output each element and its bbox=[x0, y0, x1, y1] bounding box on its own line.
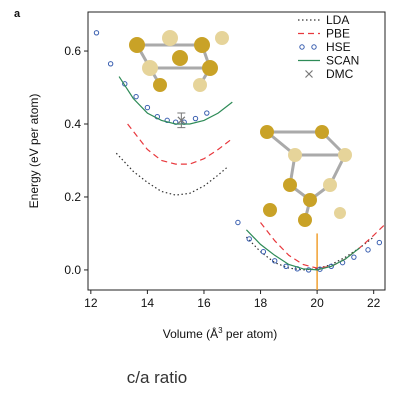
legend-label: DMC bbox=[326, 67, 354, 81]
x-label-text: per atom) bbox=[223, 327, 278, 341]
data-point bbox=[145, 105, 149, 109]
legend-label: PBE bbox=[326, 27, 350, 41]
data-point bbox=[377, 240, 381, 244]
panel-label: a bbox=[14, 8, 21, 20]
x-tick-label: 18 bbox=[254, 296, 268, 310]
data-point bbox=[366, 248, 370, 252]
series-line bbox=[119, 77, 359, 270]
crystal-right bbox=[260, 125, 352, 227]
page: {"chart_data": {"type": "line", "panel_l… bbox=[0, 0, 399, 389]
legend-label: LDA bbox=[326, 13, 349, 27]
data-point bbox=[272, 259, 276, 263]
x-axis-label: Volume (Å3 per atom) bbox=[163, 326, 278, 341]
legend-swatch bbox=[306, 71, 313, 78]
data-point bbox=[261, 249, 265, 253]
legend-label: SCAN bbox=[326, 54, 359, 68]
data-point bbox=[108, 62, 112, 66]
y-tick-label: 0.0 bbox=[64, 263, 81, 277]
y-tick-label: 0.6 bbox=[64, 44, 81, 58]
x-tick-label: 12 bbox=[84, 296, 98, 310]
legend-swatch bbox=[300, 45, 304, 49]
y-tick-label: 0.2 bbox=[64, 190, 81, 204]
data-point bbox=[205, 111, 209, 115]
x-tick-label: 22 bbox=[367, 296, 381, 310]
data-point bbox=[94, 31, 98, 35]
x-tick-label: 16 bbox=[197, 296, 211, 310]
x-tick-label: 20 bbox=[310, 296, 324, 310]
x-tick-label: 14 bbox=[141, 296, 155, 310]
data-point bbox=[236, 220, 240, 224]
data-point bbox=[193, 116, 197, 120]
y-axis-label: Energy (eV per atom) bbox=[27, 94, 41, 209]
legend-label: HSE bbox=[326, 40, 351, 54]
caption: c/a ratio bbox=[127, 368, 187, 387]
x-label-text: Volume (Å bbox=[163, 326, 218, 341]
y-tick-label: 0.4 bbox=[64, 117, 81, 131]
legend-swatch bbox=[312, 45, 316, 49]
data-point bbox=[134, 94, 138, 98]
chart: a Volume (Å3 per atom) Energy (eV per at… bbox=[0, 0, 399, 389]
series-line bbox=[128, 124, 385, 268]
crystal-left bbox=[129, 30, 229, 92]
data-point bbox=[352, 255, 356, 259]
